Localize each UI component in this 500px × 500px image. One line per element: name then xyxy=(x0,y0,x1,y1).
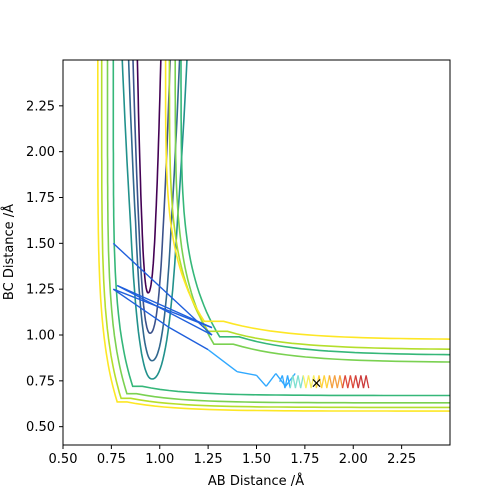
contour-line xyxy=(132,60,171,335)
oscillation-segment xyxy=(307,375,312,389)
x-tick-label: 2.25 xyxy=(387,452,416,467)
y-tick-label: 1.00 xyxy=(26,329,55,344)
trajectory-segment xyxy=(255,374,267,387)
y-tick-label: 1.25 xyxy=(26,283,55,298)
contour-lines xyxy=(97,60,450,412)
oscillation-segment xyxy=(284,375,289,389)
x-axis-label: AB Distance /Å xyxy=(208,473,304,489)
x-tick-label: 0.75 xyxy=(97,452,126,467)
trajectory-segment xyxy=(113,288,213,329)
x-tick-label: 1.50 xyxy=(242,452,271,467)
oscillation-segment xyxy=(323,375,328,389)
trajectory-segment xyxy=(116,284,213,336)
oscillation-segment xyxy=(349,375,354,389)
oscillation-segment xyxy=(357,375,362,389)
trajectory-segment xyxy=(284,373,296,387)
oscillation-segment xyxy=(300,375,304,389)
contour-line-upper xyxy=(164,60,450,340)
oscillation-segment xyxy=(334,375,338,389)
oscillation-segment xyxy=(352,375,357,389)
marker-layer: × xyxy=(311,376,323,392)
x-tick-label: 0.50 xyxy=(49,452,78,467)
trajectory-path xyxy=(112,242,370,389)
oscillation-segment xyxy=(341,375,346,389)
oscillation-segment xyxy=(292,375,297,389)
oscillation-segment xyxy=(362,375,367,389)
oscillation-segment xyxy=(315,375,320,389)
oscillation-segment xyxy=(328,375,333,389)
oscillation-segment xyxy=(320,375,325,389)
oscillation-segment xyxy=(294,375,299,389)
oscillation-segment xyxy=(355,375,359,389)
x-tick-label: 1.00 xyxy=(145,452,174,467)
x-tick-label: 1.75 xyxy=(290,452,319,467)
oscillation-segment xyxy=(318,375,323,389)
y-tick-label: 2.00 xyxy=(26,145,55,160)
oscillation-segment xyxy=(305,375,310,389)
contour-line xyxy=(136,60,162,294)
oscillation-segment xyxy=(326,375,331,389)
oscillation-segment xyxy=(347,375,352,389)
x-axis-ticks: 0.50 0.75 1.00 1.25 1.50 1.75 2.00 2.25 xyxy=(49,445,416,467)
oscillation-segment xyxy=(360,375,365,389)
y-tick-label: 1.50 xyxy=(26,237,55,252)
y-axis-ticks: 0.50 0.75 1.00 1.25 1.50 1.75 2.00 2.25 xyxy=(26,99,63,435)
trajectory-segment xyxy=(112,288,170,329)
contour-line-lower xyxy=(100,60,450,409)
y-tick-label: 0.75 xyxy=(26,374,55,389)
oscillation-segment xyxy=(336,375,341,389)
oscillation-segment xyxy=(289,375,294,389)
trajectory-segment xyxy=(169,327,209,351)
oscillation-segment xyxy=(313,375,318,389)
trajectory-segment xyxy=(265,373,277,387)
y-tick-label: 2.25 xyxy=(26,99,55,114)
trajectory-segment xyxy=(116,284,213,329)
oscillation-segment xyxy=(331,375,336,389)
oscillation-segment xyxy=(297,375,302,389)
oscillation-segment xyxy=(339,375,344,389)
contour-line xyxy=(121,60,188,380)
end-point-marker: × xyxy=(311,376,323,392)
oscillation-segment xyxy=(310,375,315,389)
oscillation-segment xyxy=(365,375,370,389)
oscillation-segment xyxy=(302,375,307,389)
y-tick-label: 0.50 xyxy=(26,420,55,435)
x-tick-label: 2.00 xyxy=(339,452,368,467)
trajectory-segment xyxy=(237,370,257,377)
contour-line-lower xyxy=(97,60,450,412)
oscillation-segment xyxy=(286,375,291,389)
y-axis-label: BC Distance /Å xyxy=(1,204,17,300)
x-tick-label: 1.25 xyxy=(194,452,223,467)
contour-line-lower xyxy=(106,60,450,404)
contour-line-upper xyxy=(180,60,450,356)
y-tick-label: 1.75 xyxy=(26,191,55,206)
trajectory-segment xyxy=(207,349,238,373)
oscillation-segment xyxy=(344,375,349,389)
oscillation-segment xyxy=(281,375,286,389)
contour-line-lower xyxy=(112,60,450,397)
